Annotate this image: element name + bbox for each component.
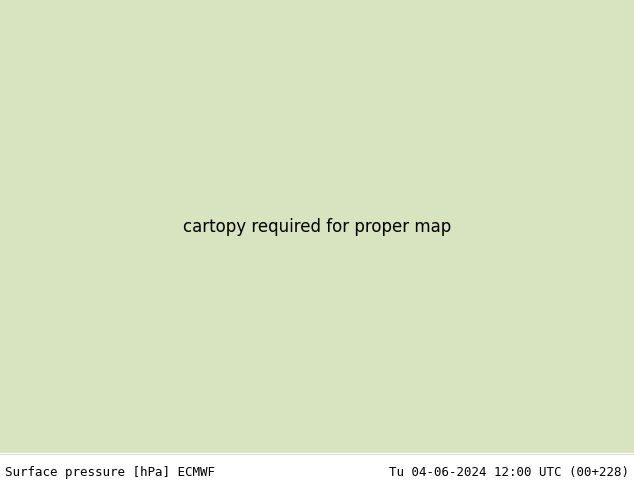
Text: Surface pressure [hPa] ECMWF: Surface pressure [hPa] ECMWF [5, 466, 215, 479]
Text: Tu 04-06-2024 12:00 UTC (00+228): Tu 04-06-2024 12:00 UTC (00+228) [389, 466, 629, 479]
Text: cartopy required for proper map: cartopy required for proper map [183, 218, 451, 236]
